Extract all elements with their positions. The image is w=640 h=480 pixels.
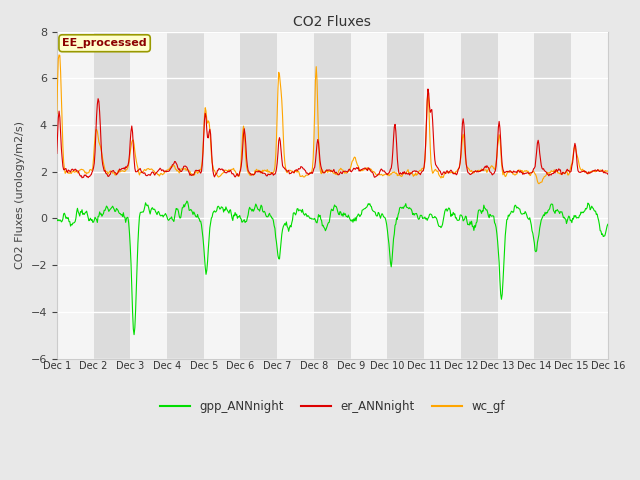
Bar <box>387 32 424 359</box>
Bar <box>608 32 640 359</box>
Bar <box>498 32 534 359</box>
Bar <box>204 32 241 359</box>
Bar <box>534 32 571 359</box>
Title: CO2 Fluxes: CO2 Fluxes <box>293 15 371 29</box>
Bar <box>241 32 277 359</box>
Bar <box>314 32 351 359</box>
Y-axis label: CO2 Fluxes (urology/m2/s): CO2 Fluxes (urology/m2/s) <box>15 121 25 269</box>
Bar <box>277 32 314 359</box>
Bar <box>93 32 131 359</box>
Bar <box>167 32 204 359</box>
Bar <box>131 32 167 359</box>
Bar <box>461 32 498 359</box>
Bar <box>351 32 387 359</box>
Bar <box>57 32 93 359</box>
Text: EE_processed: EE_processed <box>62 38 147 48</box>
Legend: gpp_ANNnight, er_ANNnight, wc_gf: gpp_ANNnight, er_ANNnight, wc_gf <box>156 396 509 418</box>
Bar <box>424 32 461 359</box>
Bar <box>571 32 608 359</box>
